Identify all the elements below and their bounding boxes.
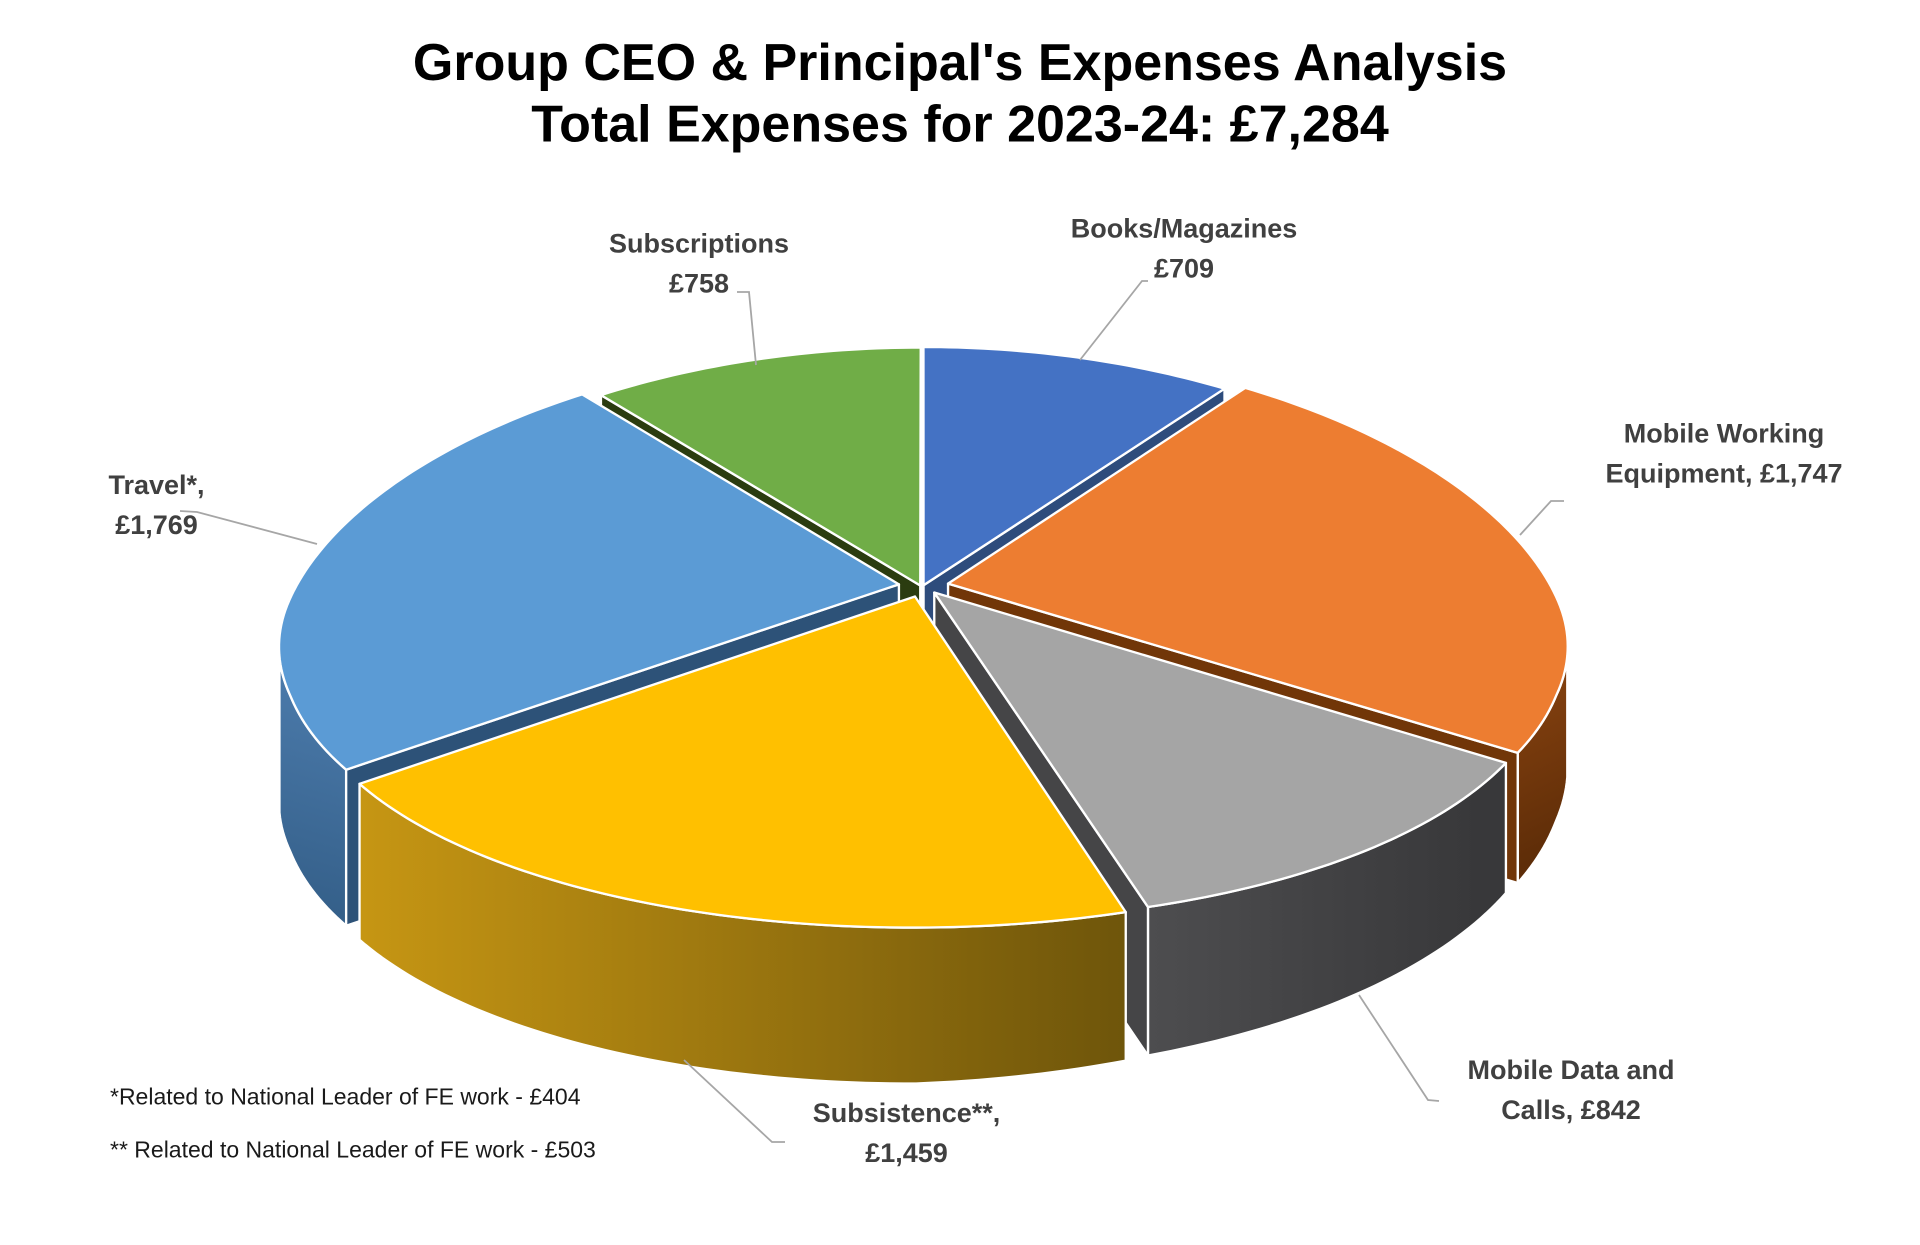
- svg-text:£1,769: £1,769: [115, 510, 198, 540]
- svg-text:*Related to National Leader of: *Related to National Leader of FE work -…: [110, 1084, 581, 1110]
- svg-text:Equipment, £1,747: Equipment, £1,747: [1605, 459, 1842, 489]
- svg-text:£709: £709: [1154, 254, 1214, 284]
- svg-text:Travel*,: Travel*,: [108, 470, 204, 500]
- svg-text:Mobile Data and: Mobile Data and: [1467, 1055, 1674, 1085]
- svg-text:Subsistence**,: Subsistence**,: [813, 1098, 1001, 1128]
- svg-text:£1,459: £1,459: [865, 1138, 948, 1168]
- svg-text:Books/Magazines: Books/Magazines: [1071, 214, 1298, 244]
- svg-text:Mobile Working: Mobile Working: [1624, 419, 1825, 449]
- svg-text:** Related to National Leader: ** Related to National Leader of FE work…: [110, 1137, 596, 1163]
- svg-text:£758: £758: [669, 269, 729, 299]
- svg-text:Group CEO & Principal's Expens: Group CEO & Principal's Expenses Analysi…: [413, 34, 1507, 92]
- svg-text:Total Expenses for 2023-24: £7: Total Expenses for 2023-24: £7,284: [531, 96, 1389, 154]
- svg-text:Subscriptions: Subscriptions: [609, 229, 789, 259]
- svg-text:Calls, £842: Calls, £842: [1501, 1095, 1641, 1125]
